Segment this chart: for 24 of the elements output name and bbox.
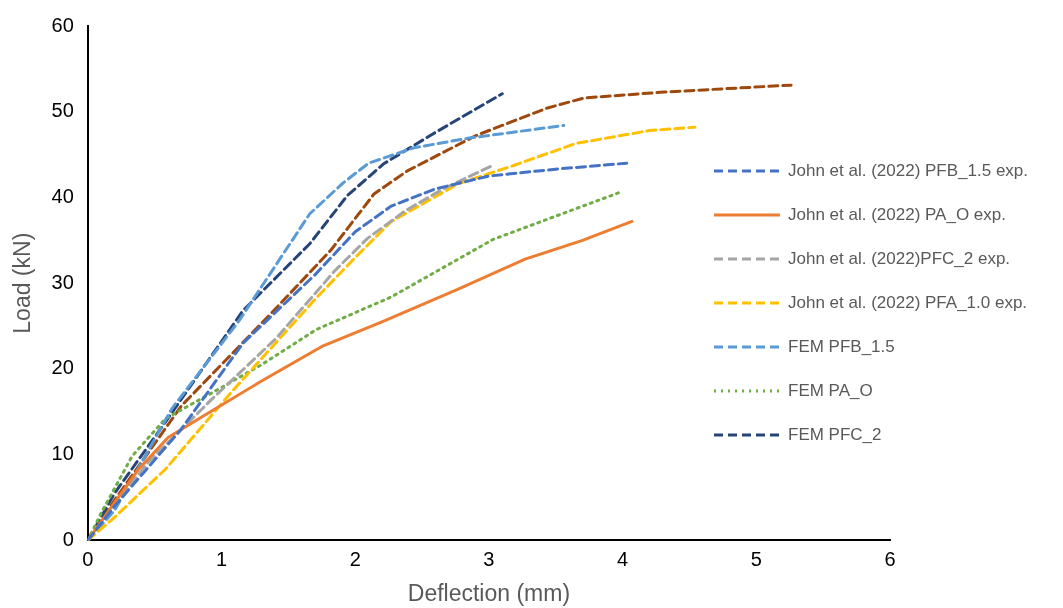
legend-label: John et al. (2022)PFC_2 exp. bbox=[788, 248, 1011, 270]
y-tick-label: 40 bbox=[51, 184, 74, 207]
x-tick-label: 5 bbox=[750, 547, 762, 570]
legend-label: FEM PFB_1.5 bbox=[788, 336, 895, 358]
y-tick-label: 60 bbox=[51, 13, 74, 36]
line-series bbox=[87, 125, 697, 541]
x-tick-label: 0 bbox=[82, 547, 94, 570]
x-axis-title: Deflection (mm) bbox=[407, 579, 571, 606]
y-tick-label: 20 bbox=[51, 356, 74, 379]
legend-label: FEM PFC_2 bbox=[788, 424, 882, 446]
y-tick-label: 0 bbox=[62, 527, 74, 550]
x-tick-label: 2 bbox=[349, 547, 361, 570]
x-tick-label: 6 bbox=[884, 547, 896, 570]
y-axis-title: Load (kN) bbox=[9, 232, 36, 334]
x-tick-label: 4 bbox=[617, 547, 629, 570]
x-tick-label: 1 bbox=[215, 547, 228, 570]
y-tick-label: 30 bbox=[51, 270, 74, 293]
legend-label: John et al. (2022) PFB_1.5 exp. bbox=[788, 160, 1029, 182]
y-tick-label: 50 bbox=[51, 99, 74, 122]
x-tick-label: 3 bbox=[483, 547, 495, 570]
legend-label: FEM PA_O bbox=[788, 380, 873, 402]
y-tick-label: 10 bbox=[51, 442, 74, 465]
legend-label: John et al. (2022) PA_O exp. bbox=[788, 204, 1006, 226]
legend-label: John et al. (2022) PFA_1.0 exp. bbox=[788, 292, 1028, 314]
